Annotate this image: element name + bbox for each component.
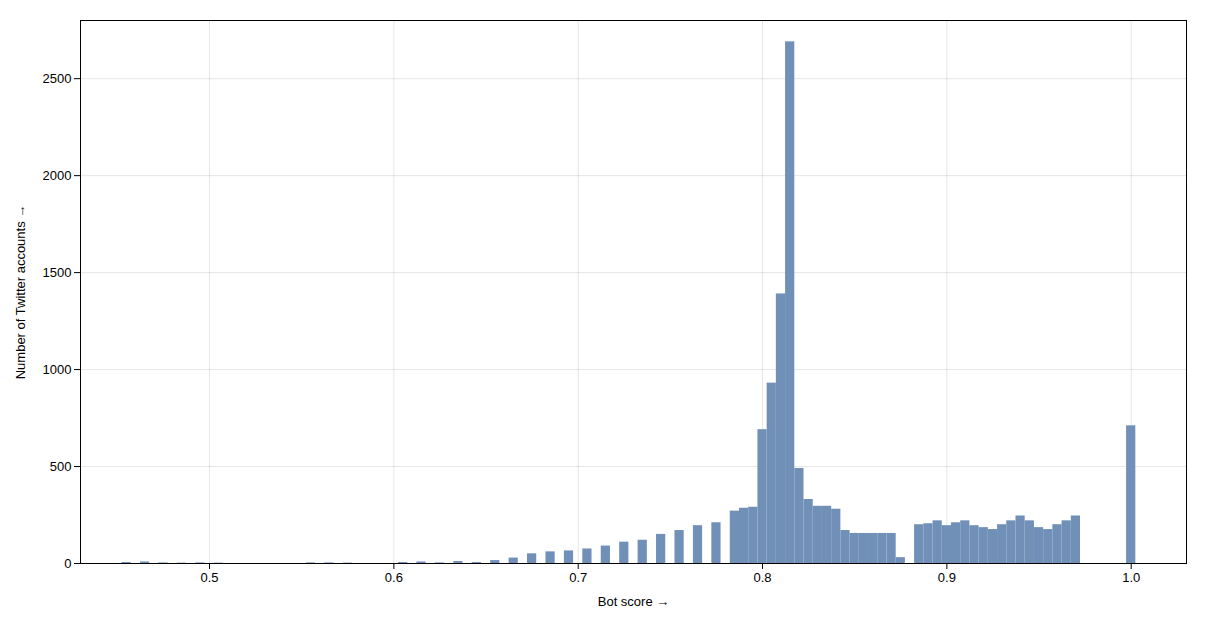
svg-text:Number of Twitter accounts →: Number of Twitter accounts → bbox=[13, 205, 28, 380]
svg-text:500: 500 bbox=[50, 459, 72, 474]
svg-text:Bot score →: Bot score → bbox=[598, 594, 670, 609]
svg-text:0: 0 bbox=[64, 556, 71, 571]
svg-text:0.8: 0.8 bbox=[753, 570, 771, 585]
svg-text:2500: 2500 bbox=[43, 71, 72, 86]
svg-text:0.9: 0.9 bbox=[938, 570, 956, 585]
svg-text:0.6: 0.6 bbox=[385, 570, 403, 585]
svg-text:0.5: 0.5 bbox=[200, 570, 218, 585]
svg-text:2000: 2000 bbox=[43, 168, 72, 183]
svg-text:1.0: 1.0 bbox=[1122, 570, 1140, 585]
svg-text:1500: 1500 bbox=[43, 265, 72, 280]
svg-text:0.7: 0.7 bbox=[569, 570, 587, 585]
svg-text:1000: 1000 bbox=[43, 362, 72, 377]
